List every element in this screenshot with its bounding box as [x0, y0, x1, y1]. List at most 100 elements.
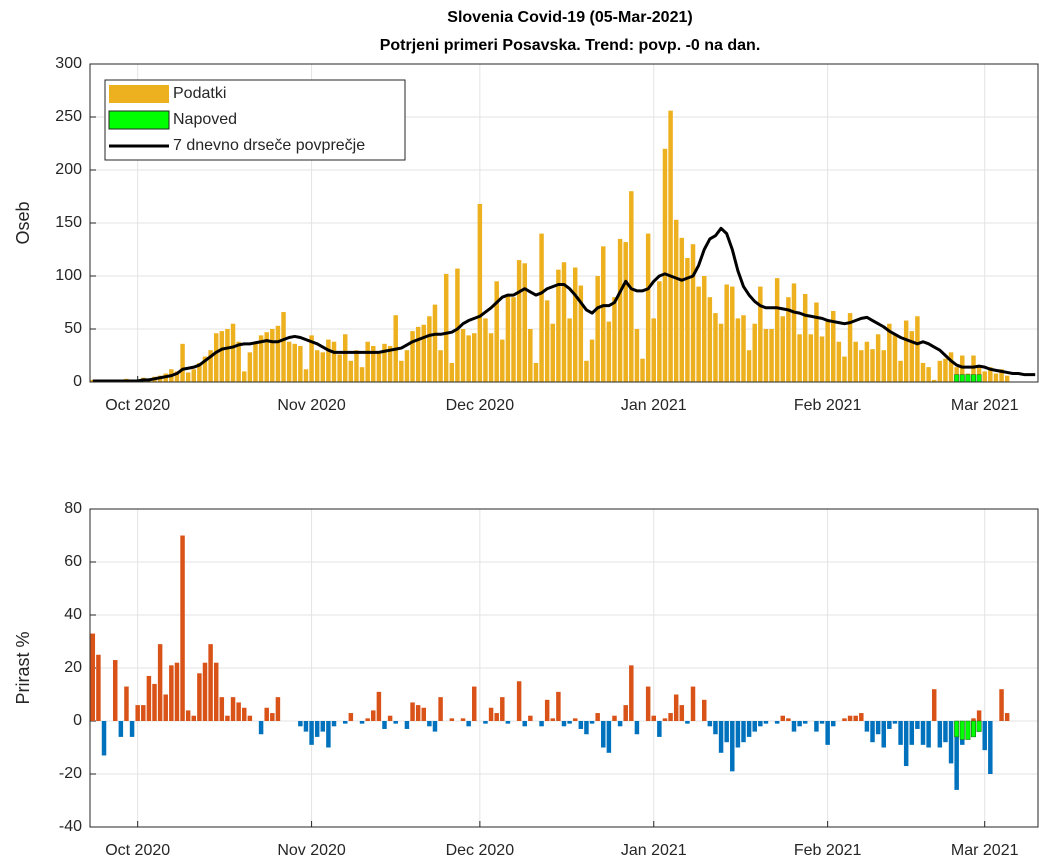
bar	[466, 721, 471, 727]
x-tick-label: Dec 2020	[446, 842, 515, 859]
bar	[797, 721, 802, 727]
bar	[954, 374, 960, 383]
bar	[909, 721, 915, 745]
bar	[763, 329, 769, 382]
bar	[213, 662, 219, 721]
y-tick-label: 80	[64, 500, 82, 517]
bar	[651, 318, 656, 382]
bar	[342, 721, 348, 724]
bar	[774, 278, 780, 382]
bar	[718, 721, 724, 753]
bar	[959, 374, 965, 383]
bar	[915, 316, 920, 382]
bar	[617, 238, 623, 382]
bar	[814, 721, 819, 732]
bar	[982, 721, 987, 751]
bar	[791, 721, 797, 732]
bar	[965, 374, 971, 383]
x-tick-label: Feb 2021	[794, 397, 862, 414]
bar	[685, 721, 690, 724]
bar	[129, 721, 135, 737]
bar	[808, 334, 814, 382]
bar	[847, 313, 853, 382]
bar	[427, 316, 432, 382]
bar	[572, 267, 578, 382]
bar	[791, 283, 797, 382]
bar	[892, 721, 898, 724]
axes-box	[89, 63, 1039, 383]
bar	[236, 702, 241, 721]
bar	[903, 721, 909, 767]
bar	[612, 297, 617, 382]
bar	[483, 318, 488, 382]
bar	[522, 721, 527, 727]
bar	[258, 721, 264, 735]
bar	[337, 354, 342, 382]
y-tick-label: 250	[55, 108, 82, 125]
bar	[909, 331, 915, 382]
bar	[270, 713, 275, 721]
bar	[617, 721, 623, 727]
bar	[348, 713, 354, 721]
bar	[903, 320, 909, 382]
bar	[601, 721, 606, 748]
bar	[382, 343, 387, 382]
x-tick-label: Dec 2020	[446, 397, 515, 414]
bar	[376, 353, 382, 382]
bar	[225, 715, 230, 721]
bar	[292, 343, 297, 382]
bar	[679, 705, 685, 721]
bar	[819, 336, 825, 382]
bar	[449, 718, 455, 721]
bar	[567, 721, 572, 724]
bar	[438, 697, 443, 721]
bar	[174, 662, 180, 721]
bar	[174, 371, 180, 382]
bar	[556, 269, 561, 382]
bar	[999, 369, 1004, 382]
axes-box	[89, 508, 1039, 828]
bar	[197, 362, 202, 382]
bar	[314, 721, 320, 737]
bar	[393, 721, 398, 724]
x-tick-label: Oct 2020	[105, 842, 170, 859]
bar	[275, 697, 281, 721]
bar	[264, 332, 269, 382]
bar	[511, 297, 516, 382]
bar	[415, 326, 421, 382]
y-tick-label: 60	[64, 553, 82, 570]
bar	[870, 721, 875, 743]
y-tick-label: 200	[55, 161, 82, 178]
bar	[427, 721, 432, 727]
bar	[976, 374, 982, 383]
bar	[399, 360, 404, 382]
bar	[976, 710, 982, 721]
bar	[976, 365, 982, 382]
bar	[589, 339, 595, 382]
bar	[270, 329, 275, 382]
bar	[550, 718, 556, 721]
bar	[926, 721, 931, 748]
bar	[230, 323, 236, 382]
bar	[892, 334, 898, 382]
bar	[645, 686, 651, 721]
bar	[208, 644, 213, 721]
line	[92, 226, 1036, 383]
bar	[303, 369, 309, 382]
bar	[612, 715, 617, 721]
bar	[780, 715, 786, 721]
bar	[213, 333, 219, 382]
bar	[842, 718, 847, 721]
bar	[724, 284, 729, 382]
bar	[371, 345, 376, 382]
bar	[169, 665, 174, 721]
bar	[539, 721, 544, 727]
bar	[230, 697, 236, 721]
bar	[606, 721, 612, 753]
bar	[202, 356, 208, 382]
bar	[842, 356, 847, 382]
bar	[976, 720, 982, 732]
bar	[718, 323, 724, 382]
y-tick-label: 0	[73, 712, 82, 729]
